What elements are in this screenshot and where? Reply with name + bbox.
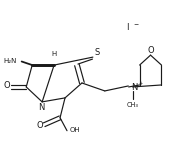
Text: O: O [148, 46, 154, 55]
Text: N: N [131, 83, 137, 92]
Text: +: + [138, 81, 143, 86]
Text: H: H [51, 51, 57, 57]
Text: N: N [38, 103, 44, 112]
Text: O: O [36, 121, 43, 130]
Text: −: − [133, 21, 139, 26]
Text: I: I [126, 23, 129, 32]
Text: CH₃: CH₃ [127, 102, 139, 108]
Text: H₂N: H₂N [4, 58, 17, 64]
Text: OH: OH [70, 127, 81, 133]
Text: O: O [4, 82, 10, 91]
Text: S: S [95, 48, 100, 57]
